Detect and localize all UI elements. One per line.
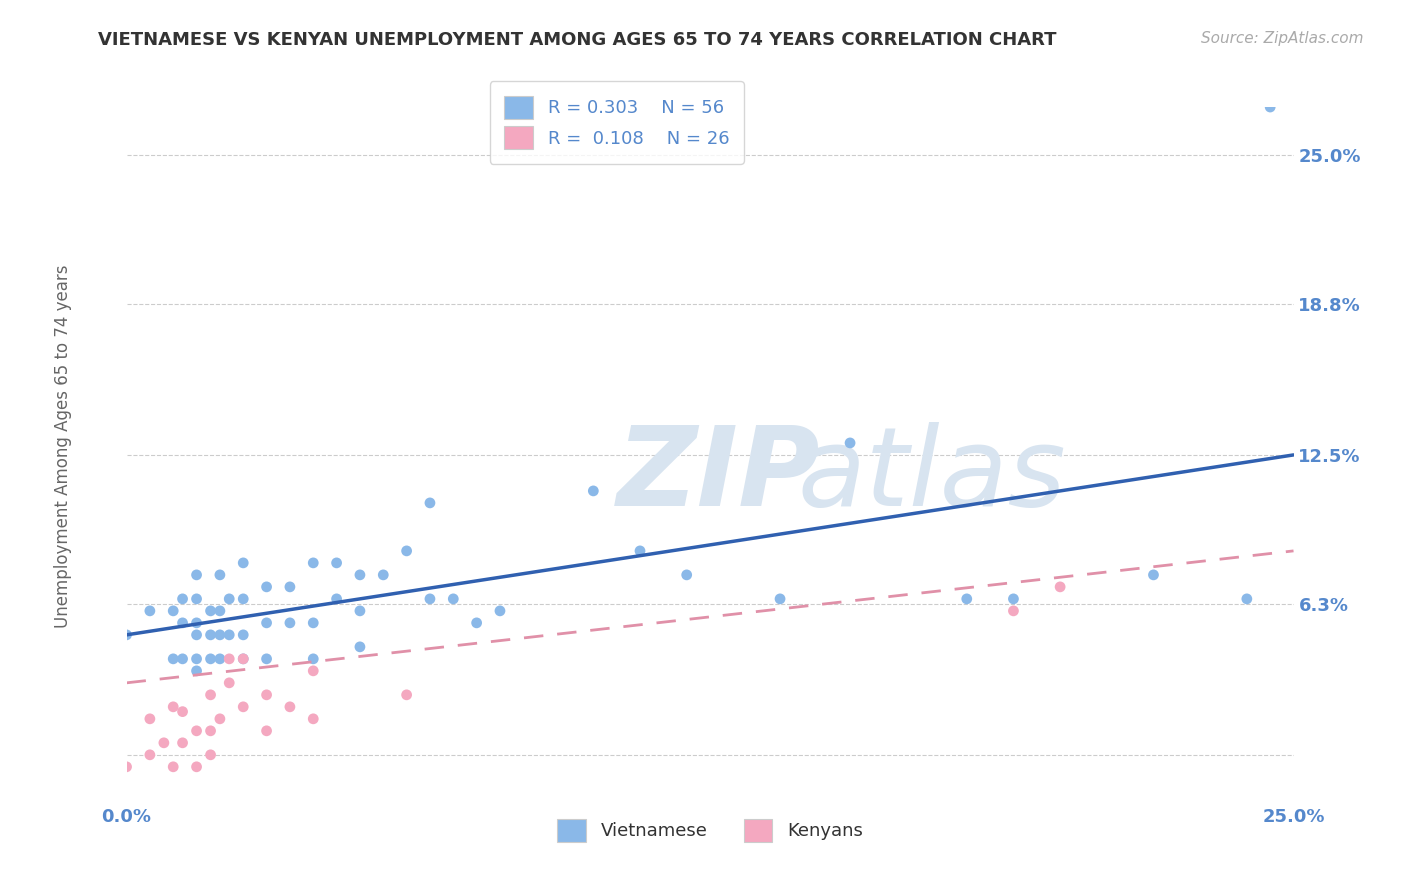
Text: Source: ZipAtlas.com: Source: ZipAtlas.com (1201, 31, 1364, 46)
Point (208, 652, 231, 666)
Legend: Vietnamese, Kenyans: Vietnamese, Kenyans (543, 805, 877, 856)
Point (186, 760, 208, 774)
Point (208, 628, 231, 642)
Text: Unemployment Among Ages 65 to 74 years: Unemployment Among Ages 65 to 74 years (55, 264, 72, 628)
Point (232, 652, 254, 666)
Point (839, 436, 862, 450)
Point (582, 483, 605, 498)
Point (172, 615, 194, 630)
Point (278, 615, 301, 630)
Point (675, 567, 697, 582)
Text: VIETNAMESE VS KENYAN UNEMPLOYMENT AMONG AGES 65 TO 74 YEARS CORRELATION CHART: VIETNAMESE VS KENYAN UNEMPLOYMENT AMONG … (98, 31, 1057, 49)
Point (172, 705, 194, 719)
Point (1002, 591, 1025, 606)
Point (218, 676, 240, 690)
Point (186, 652, 208, 666)
Point (395, 688, 418, 702)
Point (256, 580, 278, 594)
Point (769, 591, 792, 606)
Point (115, 760, 138, 774)
Point (200, 628, 222, 642)
Point (172, 652, 194, 666)
Point (186, 628, 208, 642)
Point (208, 604, 231, 618)
Point (218, 591, 240, 606)
Point (200, 652, 222, 666)
Point (162, 652, 184, 666)
Point (956, 591, 979, 606)
Point (349, 567, 371, 582)
Point (172, 591, 194, 606)
Point (139, 604, 162, 618)
Point (232, 628, 254, 642)
Point (302, 712, 325, 726)
Point (186, 723, 208, 738)
Point (218, 628, 240, 642)
Point (325, 591, 347, 606)
Point (302, 615, 325, 630)
Point (208, 712, 231, 726)
Point (232, 556, 254, 570)
Point (256, 723, 278, 738)
Point (465, 615, 488, 630)
Point (208, 567, 231, 582)
Point (256, 688, 278, 702)
Point (628, 544, 651, 558)
Point (153, 736, 176, 750)
Point (186, 664, 208, 678)
Point (441, 591, 464, 606)
Point (1002, 604, 1025, 618)
Point (139, 747, 162, 762)
Point (232, 699, 254, 714)
Point (349, 640, 371, 654)
Point (395, 544, 418, 558)
Text: atlas: atlas (797, 422, 1066, 529)
Point (349, 604, 371, 618)
Point (186, 567, 208, 582)
Point (278, 699, 301, 714)
Point (232, 591, 254, 606)
Point (200, 604, 222, 618)
Point (162, 699, 184, 714)
Point (325, 556, 347, 570)
Point (256, 615, 278, 630)
Point (162, 760, 184, 774)
Point (419, 496, 441, 510)
Point (1258, 100, 1281, 114)
Point (1049, 580, 1071, 594)
Point (200, 723, 222, 738)
Point (1142, 567, 1164, 582)
Point (186, 591, 208, 606)
Point (373, 567, 395, 582)
Point (278, 580, 301, 594)
Point (419, 591, 441, 606)
Point (186, 615, 208, 630)
Point (162, 604, 184, 618)
Text: ZIP: ZIP (617, 422, 820, 529)
Point (172, 736, 194, 750)
Point (232, 652, 254, 666)
Point (200, 747, 222, 762)
Point (302, 556, 325, 570)
Point (200, 688, 222, 702)
Point (302, 652, 325, 666)
Point (1236, 591, 1258, 606)
Point (115, 628, 138, 642)
Point (302, 664, 325, 678)
Point (139, 712, 162, 726)
Point (256, 652, 278, 666)
Point (218, 652, 240, 666)
Point (489, 604, 512, 618)
